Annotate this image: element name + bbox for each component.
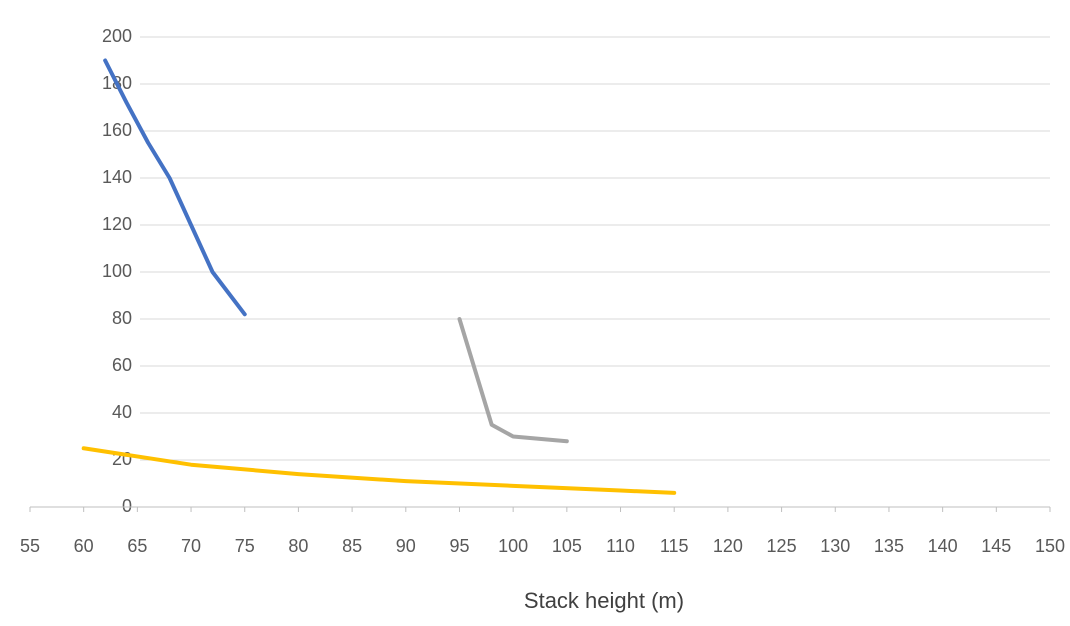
x-tick-label: 105: [552, 536, 582, 556]
x-tick-label: 115: [660, 536, 689, 556]
y-tick-label: 120: [102, 214, 132, 234]
x-tick-label: 135: [874, 536, 904, 556]
x-tick-label: 110: [606, 536, 635, 556]
x-tick-label: 80: [288, 536, 308, 556]
x-tick-label: 150: [1035, 536, 1065, 556]
data-line: [459, 319, 566, 441]
x-tick-label: 130: [820, 536, 850, 556]
x-tick-label: 75: [235, 536, 255, 556]
data-line: [84, 448, 675, 493]
y-tick-label: 140: [102, 167, 132, 187]
x-tick-label: 140: [928, 536, 958, 556]
x-tick-label: 65: [127, 536, 147, 556]
x-tick-label: 145: [981, 536, 1011, 556]
chart: Stack height (m) 02040608010012014016018…: [0, 0, 1070, 621]
y-tick-label: 80: [112, 308, 132, 328]
y-tick-label: 0: [122, 496, 132, 516]
y-tick-label: 160: [102, 120, 132, 140]
y-tick-label: 40: [112, 402, 132, 422]
x-tick-label: 55: [20, 536, 40, 556]
x-tick-label: 90: [396, 536, 416, 556]
x-tick-label: 60: [74, 536, 94, 556]
x-axis-title: Stack height (m): [524, 588, 684, 613]
x-tick-label: 85: [342, 536, 362, 556]
x-tick-label: 70: [181, 536, 201, 556]
x-tick-label: 100: [498, 536, 528, 556]
x-tick-label: 95: [449, 536, 469, 556]
y-tick-label: 200: [102, 26, 132, 46]
y-tick-label: 60: [112, 355, 132, 375]
x-tick-label: 125: [767, 536, 797, 556]
x-tick-label: 120: [713, 536, 743, 556]
y-tick-label: 100: [102, 261, 132, 281]
